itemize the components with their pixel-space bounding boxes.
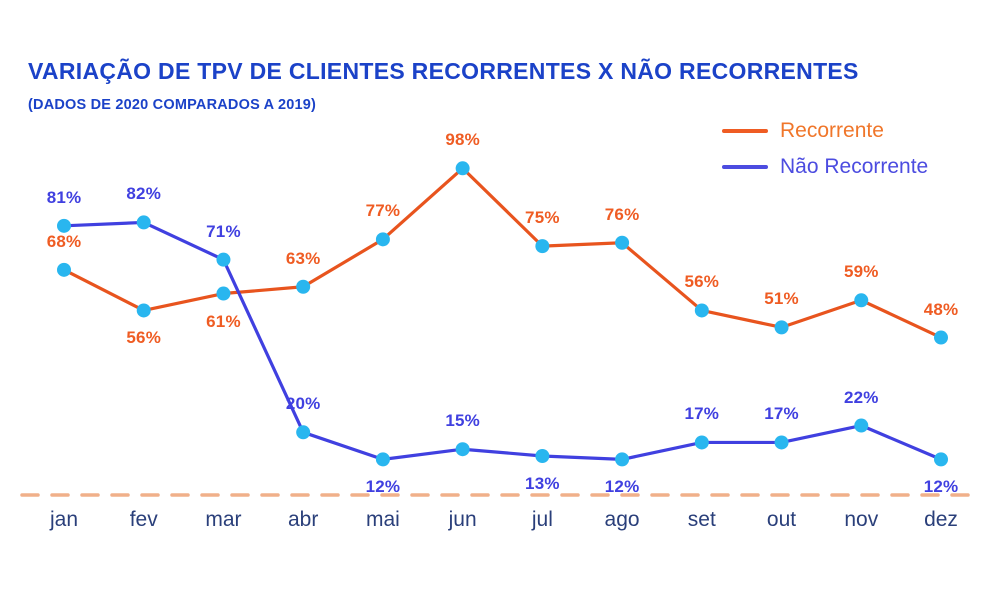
data-point-label: 98%	[445, 130, 480, 150]
data-point-marker[interactable]	[375, 452, 390, 467]
data-point-marker[interactable]	[535, 448, 550, 463]
data-point-label: 56%	[126, 328, 162, 348]
legend-label-nao-recorrente: Não Recorrente	[780, 155, 929, 178]
x-axis-label-set: set	[687, 508, 716, 531]
x-axis-label-mai: mai	[365, 508, 400, 531]
data-point-label: 51%	[764, 289, 799, 309]
data-point-marker[interactable]	[535, 239, 550, 254]
x-axis-label-ago: ago	[604, 508, 640, 531]
data-point-marker[interactable]	[136, 215, 151, 230]
data-point-label: 12%	[923, 477, 959, 497]
data-point-marker[interactable]	[615, 235, 630, 250]
data-point-marker[interactable]	[216, 286, 231, 301]
series-line-recorrente	[62, 166, 943, 340]
x-axis-label-jan: jan	[49, 508, 79, 531]
x-axis-label-mar: mar	[205, 508, 242, 531]
data-point-marker[interactable]	[57, 218, 71, 233]
data-point-marker[interactable]	[136, 303, 151, 318]
data-point-label: 12%	[365, 477, 401, 497]
data-point-label: 63%	[285, 248, 321, 268]
data-point-label: 20%	[285, 394, 321, 414]
chart-legend: Recorrente Não Recorrente	[722, 118, 928, 180]
data-point-marker[interactable]	[296, 279, 311, 294]
data-point-label: 12%	[604, 477, 640, 497]
data-point-label: 77%	[365, 201, 401, 221]
data-point-marker[interactable]	[216, 252, 231, 267]
data-point-marker[interactable]	[694, 435, 709, 450]
data-point-label: 71%	[206, 221, 241, 241]
data-point-marker[interactable]	[774, 435, 789, 450]
data-point-label: 75%	[525, 208, 560, 228]
legend-swatch-nao-recorrente	[722, 165, 768, 169]
data-point-label: 68%	[46, 231, 82, 251]
x-axis-label-out: out	[766, 508, 797, 531]
data-point-marker[interactable]	[854, 418, 869, 433]
data-point-label: 48%	[923, 299, 959, 319]
data-point-marker[interactable]	[615, 452, 630, 467]
data-point-marker[interactable]	[455, 442, 470, 457]
data-point-marker[interactable]	[694, 303, 709, 318]
x-axis-label-dez: dez	[924, 508, 958, 531]
data-point-marker[interactable]	[455, 161, 470, 176]
data-point-label: 13%	[525, 473, 560, 493]
page-title: VARIAÇÃO DE TPV DE CLIENTES RECORRENTES …	[28, 58, 859, 84]
data-point-marker[interactable]	[934, 330, 948, 345]
data-point-marker[interactable]	[296, 425, 311, 440]
series-line-nao-recorrente	[62, 220, 943, 461]
data-point-marker[interactable]	[854, 293, 869, 308]
data-point-marker[interactable]	[375, 232, 390, 247]
x-axis-label-nov: nov	[844, 508, 879, 531]
data-point-marker[interactable]	[57, 262, 71, 277]
legend-swatch-recorrente	[722, 129, 768, 133]
page-subtitle: (DADOS DE 2020 COMPARADOS A 2019)	[28, 97, 317, 113]
data-point-label: 81%	[46, 187, 82, 207]
data-point-label: 59%	[843, 262, 879, 282]
x-axis-label-abr: abr	[287, 508, 319, 531]
data-point-label: 61%	[206, 311, 241, 331]
x-axis-label-jun: jun	[448, 508, 477, 531]
x-axis-label-jul: jul	[531, 508, 553, 531]
data-point-label: 76%	[604, 204, 640, 224]
legend-item-recorrente[interactable]: Recorrente	[722, 118, 928, 144]
data-point-label: 22%	[843, 387, 879, 407]
data-point-label: 17%	[764, 404, 799, 424]
data-point-label: 17%	[684, 404, 720, 424]
legend-item-nao-recorrente[interactable]: Não Recorrente	[722, 154, 928, 180]
x-axis-label-fev: fev	[129, 508, 158, 531]
data-point-label: 82%	[126, 184, 162, 204]
data-point-marker[interactable]	[934, 452, 948, 467]
data-point-marker[interactable]	[774, 320, 789, 335]
legend-label-recorrente: Recorrente	[780, 119, 884, 142]
data-point-label: 15%	[445, 411, 480, 431]
data-point-label: 56%	[684, 272, 720, 292]
